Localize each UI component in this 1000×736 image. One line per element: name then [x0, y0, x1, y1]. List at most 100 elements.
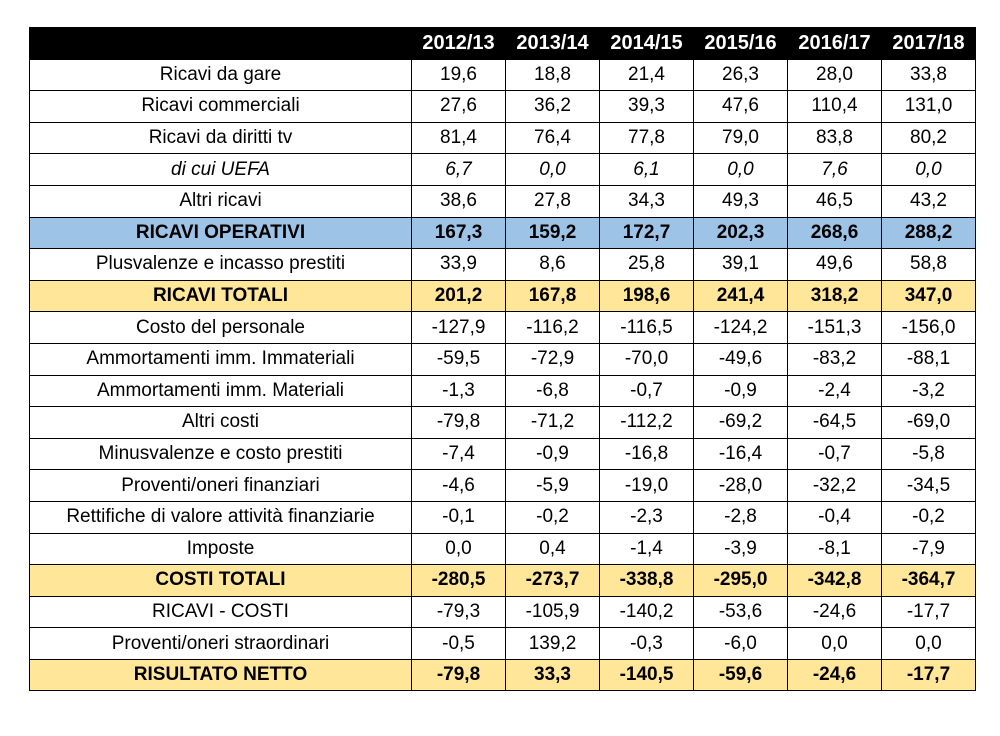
value-cell: -53,6 — [693, 595, 788, 629]
value-cell: -140,2 — [599, 595, 694, 629]
value-cell: -124,2 — [693, 311, 788, 344]
value-cell: -71,2 — [505, 406, 600, 439]
table-row: Rettifiche di valore attività finanziari… — [29, 500, 976, 534]
value-cell: -0,1 — [411, 500, 506, 534]
row-label: Altri ricavi — [29, 184, 412, 218]
value-cell: -34,5 — [881, 469, 976, 502]
value-cell: -127,9 — [411, 311, 506, 344]
value-cell: -0,3 — [599, 627, 694, 660]
value-cell: 198,6 — [599, 279, 694, 313]
row-label: Ricavi da gare — [29, 58, 412, 92]
value-cell: 318,2 — [787, 279, 882, 313]
value-cell: -5,8 — [881, 437, 976, 471]
value-cell: 110,4 — [787, 90, 882, 123]
value-cell: -0,7 — [599, 374, 694, 408]
value-cell: 49,6 — [787, 248, 882, 281]
value-cell: 131,0 — [881, 90, 976, 123]
value-cell: -70,0 — [599, 342, 694, 376]
value-cell: 7,6 — [787, 153, 882, 186]
table-row: Ricavi da gare 19,6 18,8 21,4 26,3 28,0 33,8 — [29, 58, 976, 92]
value-cell: 0,0 — [411, 532, 506, 566]
value-cell: -79,8 — [411, 406, 506, 439]
table-header: 2012/13 2013/14 2014/15 2015/16 2016/17 2017/… — [29, 27, 976, 60]
value-cell: 0,0 — [787, 627, 882, 660]
value-cell: -79,3 — [411, 595, 506, 629]
value-cell: 25,8 — [599, 248, 694, 281]
column-header: 2012/13 — [411, 27, 506, 60]
value-cell: -24,6 — [787, 595, 882, 629]
value-cell: 241,4 — [693, 279, 788, 313]
table-row: Altri costi -79,8 -71,2 -112,2 -69,2 -64,5 -69… — [29, 406, 976, 439]
table-row: RICAVI TOTALI 201,2 167,8 198,6 241,4 318,2 34… — [29, 279, 976, 313]
value-cell: -156,0 — [881, 311, 976, 344]
value-cell: -79,8 — [411, 658, 506, 692]
row-label: Ammortamenti imm. Immateriali — [29, 342, 412, 376]
row-label: RICAVI TOTALI — [29, 279, 412, 313]
financial-table: 2012/13 2013/14 2014/15 2015/16 2016/17 2017/… — [29, 27, 976, 692]
value-cell: -59,5 — [411, 342, 506, 376]
value-cell: -280,5 — [411, 564, 506, 597]
value-cell: -49,6 — [693, 342, 788, 376]
table-row: Ammortamenti imm. Materiali -1,3 -6,8 -0,7-… — [29, 374, 976, 408]
value-cell: 34,3 — [599, 184, 694, 218]
row-label: Ammortamenti imm. Materiali — [29, 374, 412, 408]
value-cell: -19,0 — [599, 469, 694, 502]
value-cell: -364,7 — [881, 564, 976, 597]
value-cell: -273,7 — [505, 564, 600, 597]
table-row: di cui UEFA 6,7 0,0 6,1 0,0 7,6 0,0 — [29, 153, 976, 186]
column-header: 2016/17 — [787, 27, 882, 60]
column-header: 2017/18 — [881, 27, 976, 60]
value-cell: 27,6 — [411, 90, 506, 123]
value-cell: -1,3 — [411, 374, 506, 408]
value-cell: -0,2 — [505, 500, 600, 534]
value-cell: 0,0 — [693, 153, 788, 186]
value-cell: -1,4 — [599, 532, 694, 566]
value-cell: -0,7 — [787, 437, 882, 471]
value-cell: 49,3 — [693, 184, 788, 218]
value-cell: -7,9 — [881, 532, 976, 566]
value-cell: 81,4 — [411, 121, 506, 155]
value-cell: 79,0 — [693, 121, 788, 155]
row-label: di cui UEFA — [29, 153, 412, 186]
value-cell: -0,4 — [787, 500, 882, 534]
value-cell: 38,6 — [411, 184, 506, 218]
value-cell: 46,5 — [787, 184, 882, 218]
value-cell: 27,8 — [505, 184, 600, 218]
column-header: 2013/14 — [505, 27, 600, 60]
table-row: Minusvalenze e costo prestiti -7,4 -0,9 -16… — [29, 437, 976, 471]
row-label: Plusvalenze e incasso prestiti — [29, 248, 412, 281]
value-cell: -2,3 — [599, 500, 694, 534]
table-body: Ricavi da gare 19,6 18,8 21,4 26,3 28,0 33,8 Ri… — [29, 58, 976, 692]
value-cell: -342,8 — [787, 564, 882, 597]
value-cell: -28,0 — [693, 469, 788, 502]
value-cell: 159,2 — [505, 216, 600, 250]
value-cell: 43,2 — [881, 184, 976, 218]
row-label: COSTI TOTALI — [29, 564, 412, 597]
value-cell: 39,3 — [599, 90, 694, 123]
value-cell: -0,9 — [693, 374, 788, 408]
table-row: Altri ricavi 38,6 27,8 34,3 49,3 46,5 43,2 — [29, 184, 976, 218]
table-row: RICAVI OPERATIVI 167,3 159,2 172,7 202,3 268,… — [29, 216, 976, 250]
table-row: COSTI TOTALI -280,5 -273,7 -338,8 -295,0 -342… — [29, 564, 976, 597]
value-cell: -338,8 — [599, 564, 694, 597]
table-row: Plusvalenze e incasso prestiti 33,9 8,6 25,… — [29, 248, 976, 281]
value-cell: -17,7 — [881, 658, 976, 692]
value-cell: -64,5 — [787, 406, 882, 439]
value-cell: 347,0 — [881, 279, 976, 313]
value-cell: -2,4 — [787, 374, 882, 408]
row-label: Ricavi da diritti tv — [29, 121, 412, 155]
value-cell: -83,2 — [787, 342, 882, 376]
value-cell: -0,2 — [881, 500, 976, 534]
value-cell: -16,4 — [693, 437, 788, 471]
value-cell: 201,2 — [411, 279, 506, 313]
value-cell: 0,0 — [881, 153, 976, 186]
table-row: Ammortamenti imm. Immateriali -59,5 -72,9-… — [29, 342, 976, 376]
row-label: Altri costi — [29, 406, 412, 439]
row-label: Costo del personale — [29, 311, 412, 344]
value-cell: -72,9 — [505, 342, 600, 376]
value-cell: -16,8 — [599, 437, 694, 471]
value-cell: -0,5 — [411, 627, 506, 660]
value-cell: -24,6 — [787, 658, 882, 692]
value-cell: 6,1 — [599, 153, 694, 186]
value-cell: 0,4 — [505, 532, 600, 566]
